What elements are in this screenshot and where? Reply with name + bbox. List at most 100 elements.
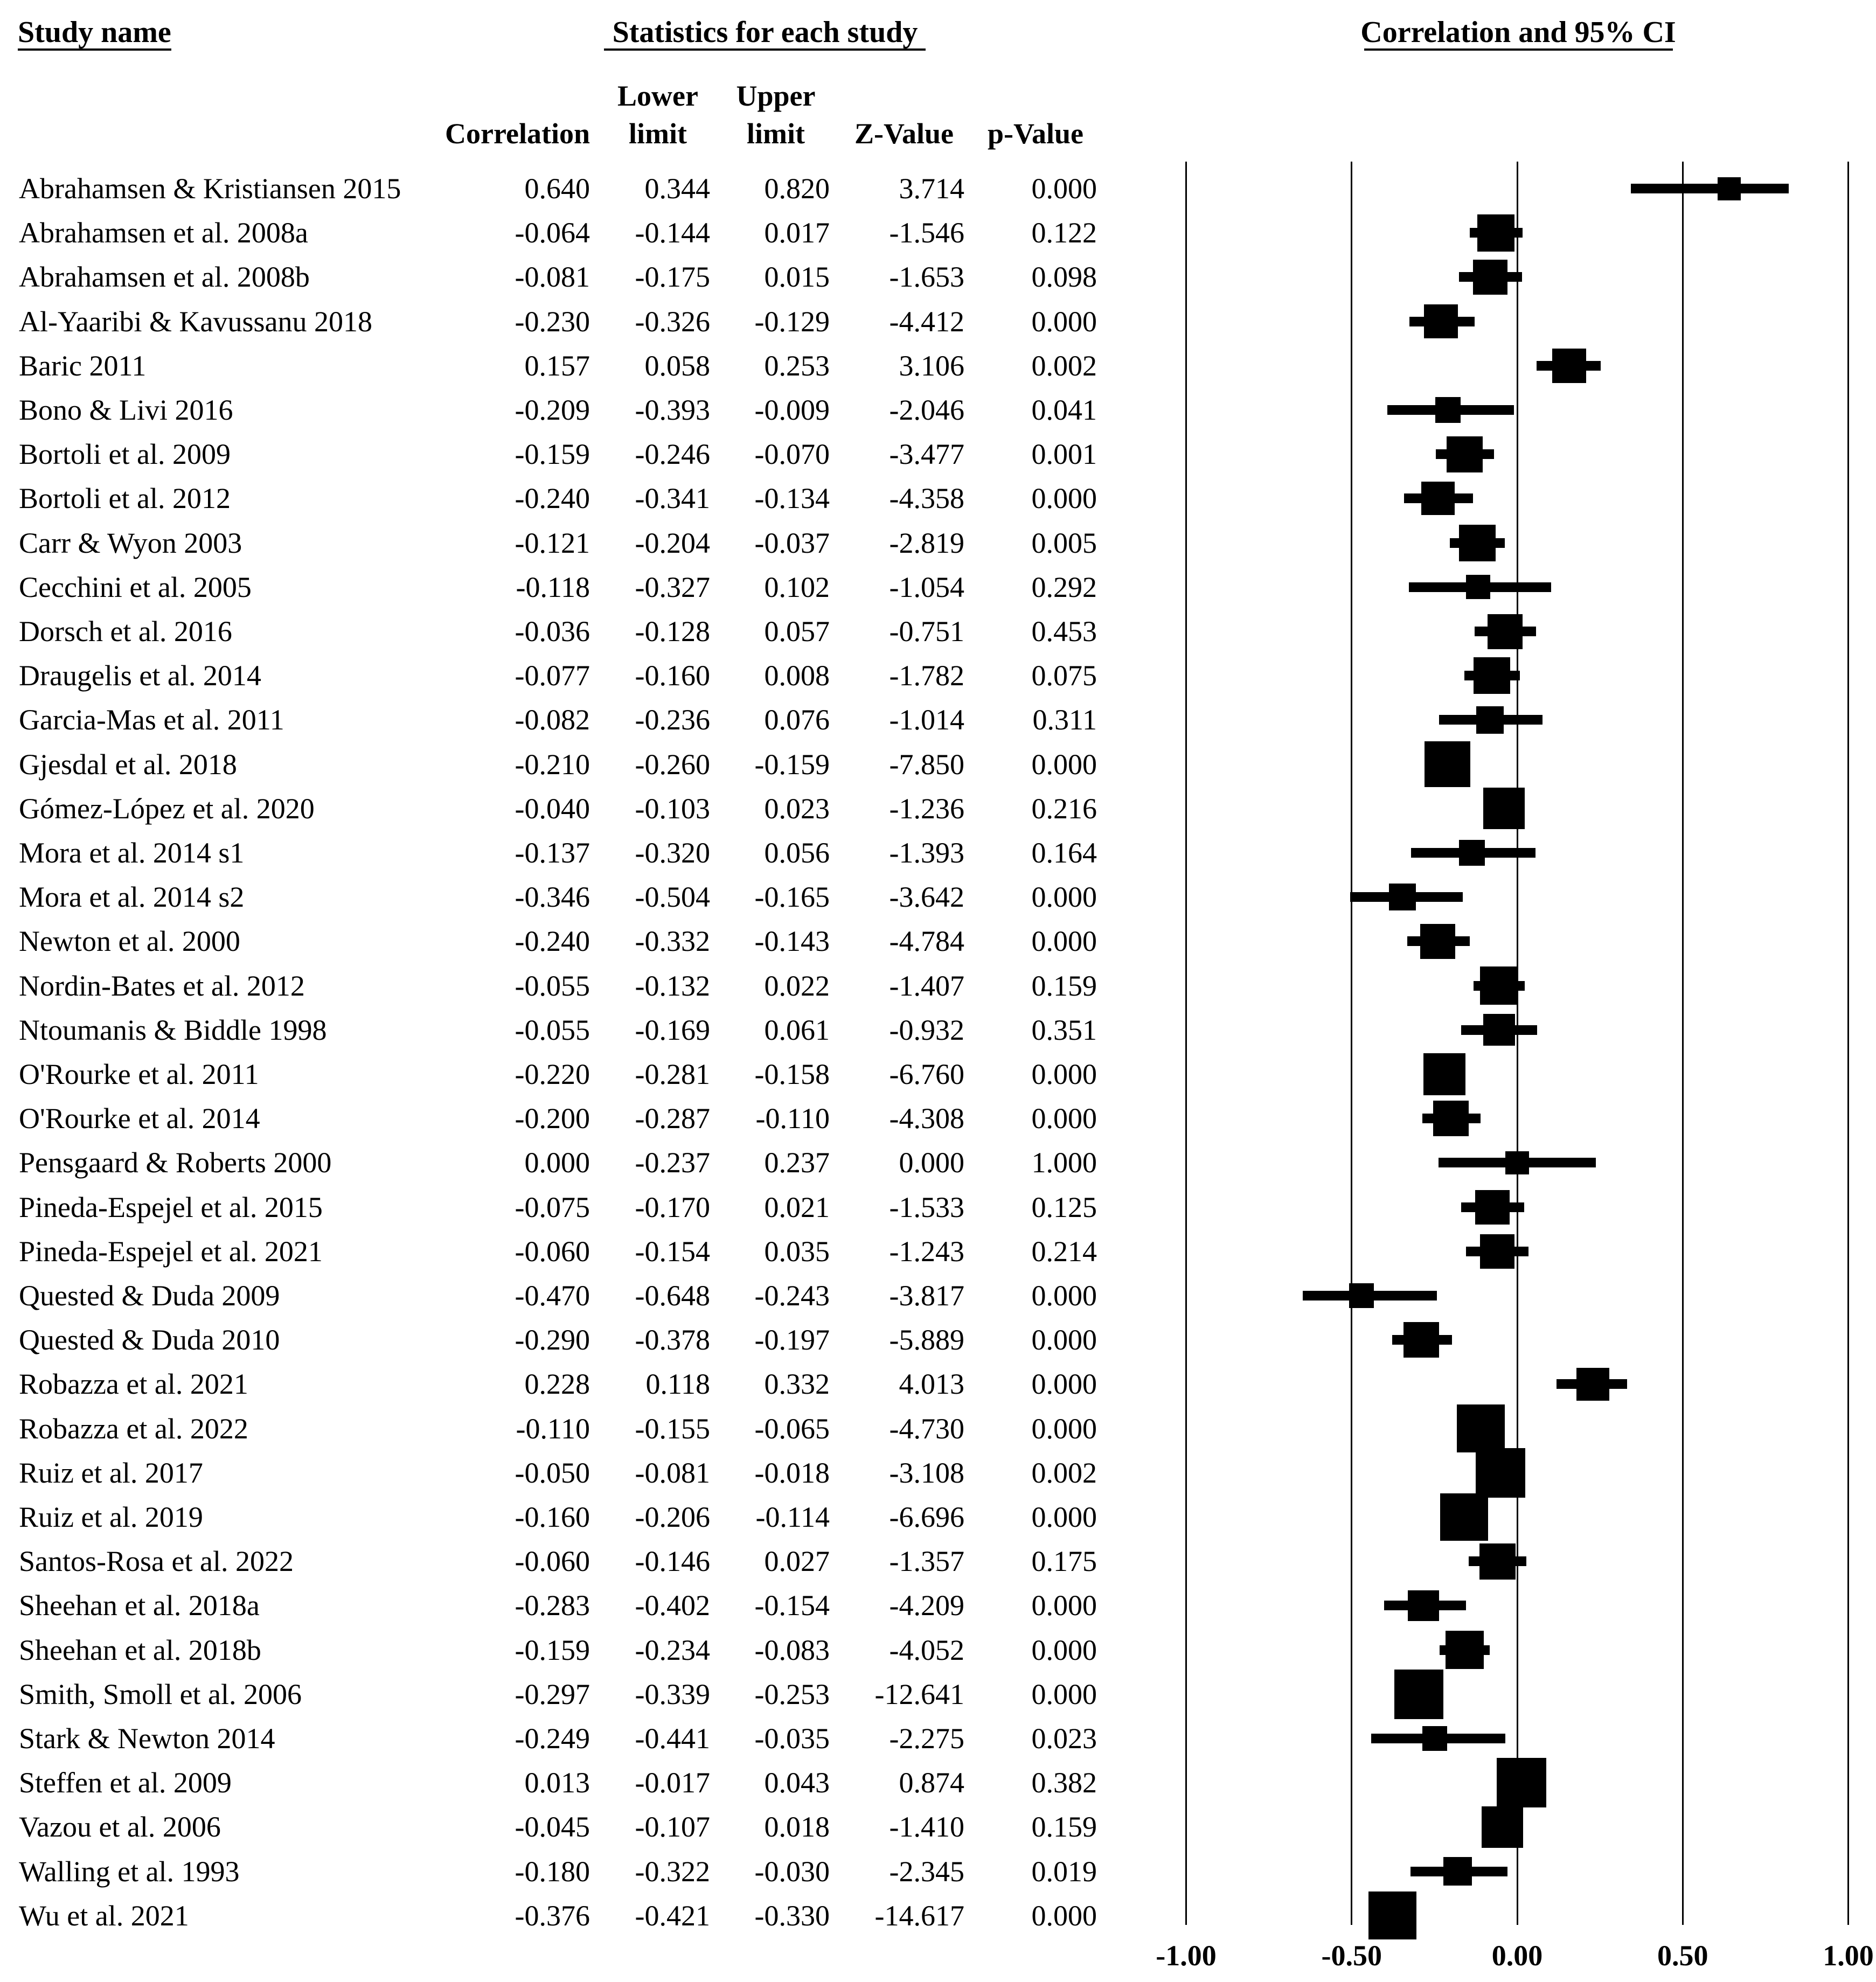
table-row: Gómez-López et al. 2020 -0.040 -0.103 0.023…: [0, 787, 1876, 831]
upper-limit-cell: 0.820: [764, 172, 830, 205]
effect-size-square: [1479, 1543, 1516, 1580]
p-value-cell: 0.000: [1031, 1058, 1097, 1090]
z-value-cell: -2.046: [889, 394, 964, 426]
p-value-cell: 0.000: [1031, 1368, 1097, 1401]
lower-limit-cell: -0.393: [635, 394, 710, 426]
upper-limit-cell: 0.237: [764, 1146, 830, 1179]
z-value-cell: -1.407: [889, 969, 964, 1002]
z-value-cell: -1.782: [889, 659, 964, 692]
upper-limit-cell: 0.035: [764, 1235, 830, 1268]
correlation-cell: -0.160: [515, 1501, 590, 1533]
study-name-cell: Nordin-Bates et al. 2012: [19, 969, 305, 1002]
study-name-cell: Abrahamsen et al. 2008b: [19, 261, 310, 294]
correlation-cell: -0.230: [515, 305, 590, 338]
z-value-cell: -1.546: [889, 217, 964, 249]
lower-limit-cell: -0.281: [635, 1058, 710, 1090]
p-value-cell: 0.019: [1031, 1855, 1097, 1888]
upper-limit-cell: 0.332: [764, 1368, 830, 1401]
study-name-cell: Sheehan et al. 2018a: [19, 1589, 260, 1622]
lower-limit-cell: -0.170: [635, 1191, 710, 1223]
lower-limit-cell: -0.441: [635, 1722, 710, 1755]
study-name-cell: O'Rourke et al. 2014: [19, 1102, 260, 1135]
p-value-cell: 0.000: [1031, 925, 1097, 958]
table-row: Bortoli et al. 2012 -0.240 -0.341 -0.134 -4.…: [0, 476, 1876, 520]
table-row: Walling et al. 1993 -0.180 -0.322 -0.030 -2.…: [0, 1849, 1876, 1894]
effect-size-square: [1440, 1493, 1488, 1541]
upper-limit-header-line2: limit: [747, 117, 805, 150]
z-value-cell: -4.209: [889, 1589, 964, 1622]
gridline: [1682, 162, 1684, 1925]
upper-limit-cell: -0.110: [755, 1102, 830, 1135]
correlation-cell: -0.036: [515, 615, 590, 648]
lower-limit-cell: -0.160: [635, 659, 710, 692]
p-value-cell: 0.000: [1031, 1102, 1097, 1135]
z-value-cell: 0.000: [899, 1146, 965, 1179]
effect-size-square: [1458, 840, 1485, 866]
lower-limit-cell: 0.058: [644, 349, 711, 382]
upper-limit-cell: -0.165: [754, 881, 830, 914]
x-axis-tick-label: 0.50: [1657, 1939, 1708, 1972]
correlation-cell: -0.040: [515, 792, 590, 825]
study-name-cell: Ntoumanis & Biddle 1998: [19, 1013, 327, 1046]
upper-limit-cell: -0.143: [754, 925, 830, 958]
statistics-header-underline: [604, 48, 926, 51]
effect-size-square: [1476, 1448, 1526, 1498]
study-name-cell: Vazou et al. 2006: [19, 1811, 221, 1844]
effect-size-square: [1423, 1053, 1465, 1096]
z-value-cell: -3.108: [889, 1456, 964, 1489]
upper-limit-cell: 0.017: [764, 217, 830, 249]
correlation-cell: -0.064: [515, 217, 590, 249]
table-row: Pensgaard & Roberts 2000 0.000 -0.237 0.237…: [0, 1140, 1876, 1185]
study-name-cell: Bono & Livi 2016: [19, 394, 233, 426]
upper-limit-cell: -0.129: [754, 305, 830, 338]
study-name-cell: O'Rourke et al. 2011: [19, 1058, 259, 1090]
upper-limit-cell: 0.043: [764, 1767, 830, 1799]
effect-size-square: [1477, 214, 1515, 252]
p-value-cell: 0.000: [1031, 881, 1097, 914]
study-name-cell: Draugelis et al. 2014: [19, 659, 261, 692]
lower-limit-cell: -0.246: [635, 438, 710, 471]
effect-size-square: [1456, 1404, 1505, 1453]
z-value-cell: 3.106: [899, 349, 965, 382]
z-value-cell: -0.751: [889, 615, 964, 648]
lower-limit-cell: -0.402: [635, 1589, 710, 1622]
p-value-cell: 0.351: [1031, 1013, 1097, 1046]
study-name-cell: Gjesdal et al. 2018: [19, 748, 237, 781]
upper-limit-cell: 0.022: [764, 969, 830, 1002]
table-row: Pineda-Espejel et al. 2015 -0.075 -0.170 0.…: [0, 1185, 1876, 1229]
correlation-cell: -0.297: [515, 1678, 590, 1710]
correlation-cell: 0.013: [524, 1767, 590, 1799]
p-value-cell: 0.000: [1031, 1678, 1097, 1710]
upper-limit-cell: -0.159: [754, 748, 830, 781]
p-value-cell: 0.000: [1031, 1324, 1097, 1357]
p-value-cell: 1.000: [1031, 1146, 1097, 1179]
table-row: Ntoumanis & Biddle 1998 -0.055 -0.169 0.061…: [0, 1008, 1876, 1052]
study-name-header: Study name: [18, 16, 171, 49]
z-value-column-header: Z-Value: [854, 117, 954, 150]
upper-limit-cell: -0.070: [754, 438, 830, 471]
z-value-cell: -0.932: [889, 1013, 964, 1046]
x-axis-tick-label: 1.00: [1823, 1939, 1874, 1972]
upper-limit-cell: 0.253: [764, 349, 830, 382]
correlation-cell: -0.470: [515, 1279, 590, 1312]
p-value-cell: 0.311: [1032, 704, 1097, 736]
correlation-cell: 0.157: [524, 349, 590, 382]
study-name-cell: Steffen et al. 2009: [19, 1767, 232, 1799]
upper-limit-cell: -0.114: [755, 1501, 830, 1533]
gridline: [1516, 162, 1518, 1925]
effect-size-square: [1394, 1670, 1444, 1719]
study-name-cell: Stark & Newton 2014: [19, 1722, 275, 1755]
correlation-cell: -0.209: [515, 394, 590, 426]
correlation-cell: -0.050: [515, 1456, 590, 1489]
table-row: Nordin-Bates et al. 2012 -0.055 -0.132 0.02…: [0, 964, 1876, 1008]
z-value-cell: -14.617: [874, 1899, 964, 1932]
table-row: Cecchini et al. 2005 -0.118 -0.327 0.102 -1.…: [0, 565, 1876, 609]
study-name-cell: Ruiz et al. 2019: [19, 1501, 203, 1533]
lower-limit-cell: -0.236: [635, 704, 710, 736]
study-name-cell: Wu et al. 2021: [19, 1899, 189, 1932]
table-row: Smith, Smoll et al. 2006 -0.297 -0.339 -0.2…: [0, 1670, 1876, 1719]
lower-limit-cell: -0.081: [635, 1456, 710, 1489]
effect-size-square: [1483, 1014, 1515, 1046]
upper-limit-cell: -0.253: [754, 1678, 830, 1710]
correlation-ci-header-underline: [1364, 48, 1673, 51]
